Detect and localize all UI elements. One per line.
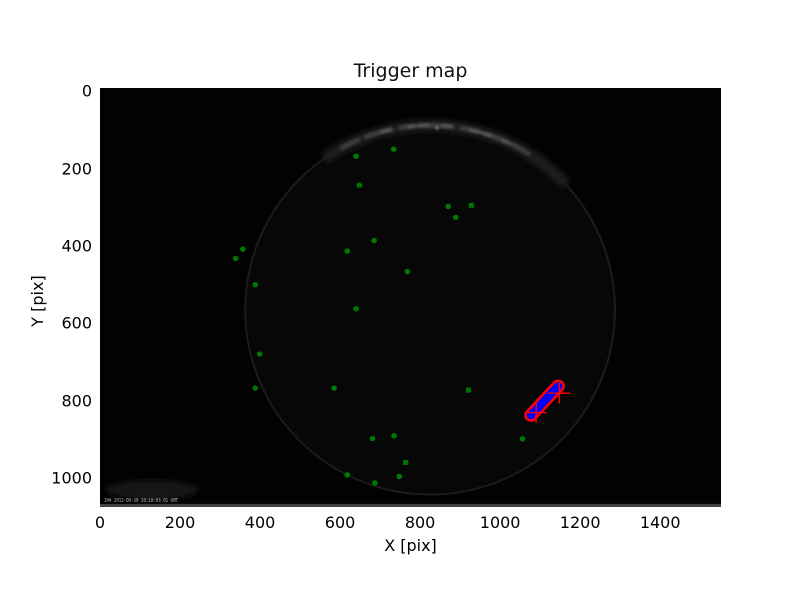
y-tick-label: 600 <box>61 313 92 333</box>
trigger-marker <box>404 268 411 275</box>
trigger-marker <box>519 436 526 442</box>
camera-image: JH4 2012-09-20 20:10:03.01 GMT <box>100 88 721 507</box>
x-tick-label: 800 <box>404 513 436 532</box>
track-endpoint-cross <box>525 402 547 423</box>
trigger-marker <box>344 472 351 478</box>
x-tick-label: 400 <box>244 513 276 532</box>
trigger-marker-square <box>403 459 409 465</box>
x-tick-label: 600 <box>324 513 356 532</box>
x-tick-label: 200 <box>164 513 196 532</box>
trigger-marker <box>396 473 403 480</box>
trigger-marker-square <box>465 387 472 393</box>
trigger-marker <box>344 248 351 254</box>
trigger-marker <box>240 246 246 252</box>
trigger-marker <box>369 435 376 442</box>
trigger-marker <box>445 203 451 210</box>
y-tick-label: 800 <box>61 391 92 411</box>
plot-area: JH4 2012-09-20 20:10:03.01 GMT <box>100 88 721 507</box>
bottom-left-noise <box>106 479 199 501</box>
trigger-marker <box>356 182 363 188</box>
x-tick-label: 1400 <box>639 513 681 532</box>
track-endpoint-cross <box>548 382 571 404</box>
image-bottom-strip <box>100 503 721 507</box>
x-tick-label: 1000 <box>479 513 521 532</box>
trigger-marker <box>331 385 337 391</box>
chart-title: Trigger map <box>353 60 468 82</box>
trigger-marker <box>452 214 459 221</box>
trigger-marker <box>372 480 378 486</box>
x-tick-label: 0 <box>94 513 106 532</box>
x-axis-label: X [pix] <box>384 536 437 555</box>
trigger-marker <box>390 146 397 152</box>
trigger-marker <box>353 153 359 159</box>
trigger-marker <box>371 237 377 244</box>
trigger-marker <box>256 351 263 357</box>
rim-highlight-arc <box>379 123 525 153</box>
timestamp-watermark: JH4 2012-09-20 20:10:03.01 GMT <box>104 498 178 504</box>
x-tick-label: 1200 <box>559 513 601 532</box>
bright-speck <box>435 126 439 130</box>
y-axis-label: Y [pix] <box>28 275 47 327</box>
trigger-marker <box>391 433 397 439</box>
trigger-marker <box>232 255 239 262</box>
y-tick-label: 1000 <box>51 468 92 488</box>
y-tick-label: 400 <box>61 236 92 256</box>
y-tick-label: 200 <box>61 159 92 179</box>
trigger-marker <box>353 306 359 312</box>
y-tick-label: 0 <box>81 81 92 101</box>
trigger-marker <box>252 385 259 391</box>
trigger-marker-square <box>468 202 474 208</box>
trigger-marker <box>252 282 259 288</box>
